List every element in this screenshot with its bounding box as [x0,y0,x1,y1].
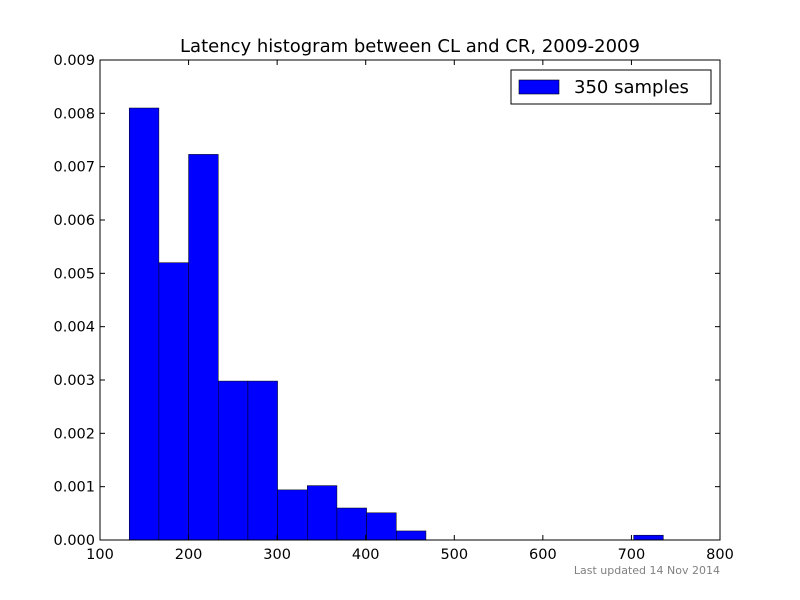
x-tick-label: 800 [706,547,734,563]
x-tick-label: 500 [440,547,468,563]
histogram-bar [158,262,189,541]
histogram-bar [633,534,664,541]
histogram-bar [188,154,219,541]
ticks-group: 100 200 300 400 500 600 700 800 0.000 0.001 0.002 0… [53,53,733,563]
histogram-bar [128,107,160,541]
histogram-bar [366,512,397,541]
x-tick-label: 600 [529,547,557,563]
chart-title: Latency histogram between CL and CR, 200… [180,36,640,57]
y-tick-label: 0.000 [53,533,95,549]
plot-area-frame [99,59,721,541]
y-tick-label: 0.002 [53,426,95,442]
x-tick-label: 300 [263,547,291,563]
y-tick-label: 0.008 [53,106,95,122]
histogram-bar [307,485,338,541]
y-tick-label: 0.009 [53,53,95,69]
last-updated-text: Last updated 14 Nov 2014 [574,564,720,577]
bars-group [128,107,664,541]
y-tick-label: 0.007 [53,160,95,176]
x-tick-label: 700 [618,547,646,563]
y-tick-label: 0.005 [53,266,95,282]
x-tick-label: 100 [86,547,114,563]
y-tick-label: 0.004 [53,320,95,336]
histogram-bar [217,380,249,541]
x-tick-label: 200 [175,547,203,563]
histogram-bar [336,507,367,541]
histogram-bar [277,489,308,541]
y-tick-label: 0.001 [53,480,95,496]
y-tick-label: 0.003 [53,373,95,389]
histogram-bar [247,380,278,541]
x-tick-label: 400 [352,547,380,563]
legend-label: 350 samples [574,77,689,98]
legend-swatch [518,79,560,95]
histogram-bar [396,530,427,541]
y-tick-label: 0.006 [53,213,95,229]
legend: 350 samples [510,69,712,105]
